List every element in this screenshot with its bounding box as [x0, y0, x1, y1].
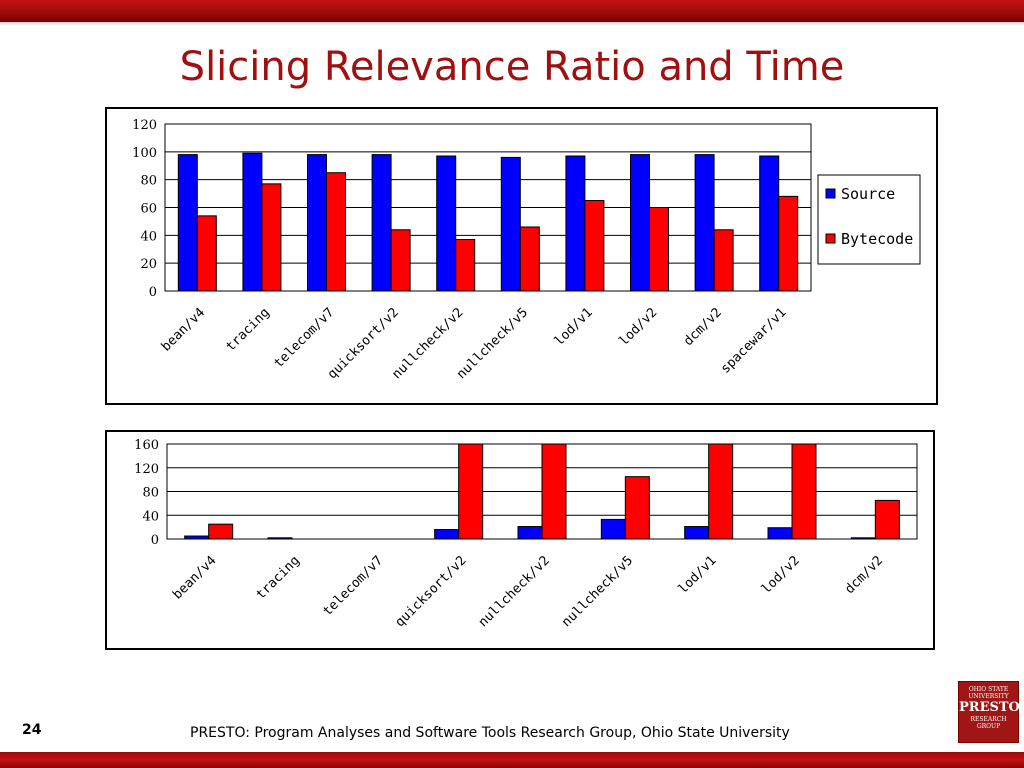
x-tick-label: lod/v2 [759, 553, 803, 597]
bytecode-bar [584, 200, 605, 292]
bytecode-bar [458, 443, 484, 540]
source-bar [694, 154, 715, 292]
source-bar [684, 526, 710, 540]
top-decorative-bar [0, 0, 1024, 26]
y-tick-label: 120 [134, 462, 159, 477]
bytecode-legend-swatch [825, 233, 836, 244]
bytecode-bar [390, 229, 411, 292]
x-tick-label: nullcheck/v5 [559, 553, 636, 630]
source-bar [500, 156, 521, 292]
source-bar [267, 537, 293, 540]
x-tick-label: telecom/v7 [320, 553, 386, 619]
y-tick-label: 80 [142, 486, 159, 501]
x-tick-label: nullcheck/v2 [476, 553, 553, 630]
y-tick-label: 40 [142, 509, 159, 524]
bytecode-bar [713, 229, 734, 292]
x-tick-label: bean/v4 [159, 305, 208, 354]
bytecode-bar [791, 443, 817, 540]
y-tick-label: 100 [132, 146, 157, 161]
source-bar [630, 154, 650, 292]
bytecode-bar [708, 443, 734, 540]
x-tick-label: lod/v1 [676, 553, 720, 597]
footer-text: PRESTO: Program Analyses and Software To… [190, 725, 790, 741]
bytecode-bar [649, 207, 669, 292]
bottom-decorative-bar [0, 752, 1024, 768]
logo-name: PRESTO [959, 700, 1020, 715]
x-tick-label: tracing [223, 305, 272, 354]
x-tick-label: spacewar/v1 [718, 305, 789, 376]
x-tick-label: dcm/v2 [681, 305, 725, 349]
bytecode-bar [455, 239, 476, 292]
x-tick-label: dcm/v2 [842, 553, 886, 597]
x-tick-label: tracing [253, 553, 302, 602]
logo-line1: OHIO STATE [968, 686, 1009, 693]
source-bar [759, 155, 780, 292]
x-tick-label: bean/v4 [170, 553, 219, 602]
source-bar [242, 152, 263, 292]
source-bar [850, 537, 876, 540]
logo-line3: RESEARCH [970, 716, 1007, 723]
x-tick-label: lod/v1 [552, 305, 596, 349]
slicing-time-chart-svg: 0 40 80 120 160 bean/v4 tracing telecom/v7 quick… [134, 438, 918, 630]
x-tick-label: quicksort/v2 [392, 553, 469, 630]
source-legend-swatch [825, 188, 836, 199]
y-tick-label: 40 [140, 229, 157, 244]
bytecode-bar [541, 443, 567, 540]
bytecode-bar [624, 476, 650, 540]
x-tick-label: lod/v2 [617, 305, 661, 349]
source-bar [600, 518, 626, 540]
y-tick-label: 80 [140, 174, 157, 189]
source-bar [177, 154, 198, 292]
source-bar [565, 155, 586, 292]
logo-line4: GROUP [976, 723, 1001, 730]
plot-area-border [164, 123, 812, 292]
x-tick-label: nullcheck/v5 [454, 305, 531, 382]
relevance-ratio-chart: 0 20 40 60 80 100 120 bean/v4 tracing telecom/v7 q… [105, 107, 938, 405]
source-bar [436, 155, 457, 292]
source-bar [371, 154, 392, 292]
bytecode-legend-label: Bytecode [841, 230, 913, 248]
source-bar [184, 535, 210, 540]
source-bar [307, 154, 327, 292]
y-tick-label: 0 [151, 533, 159, 548]
y-tick-label: 20 [140, 257, 157, 272]
bytecode-bar [519, 226, 540, 292]
y-tick-label: 160 [134, 438, 159, 453]
logo-line2: UNIVERSITY [968, 693, 1009, 700]
y-tick-label: 120 [132, 118, 157, 133]
page-number: 24 [22, 722, 42, 738]
bytecode-bar [196, 215, 217, 292]
bytecode-bar [261, 183, 282, 292]
presto-logo: OHIO STATE UNIVERSITY PRESTO RESEARCH GR… [958, 681, 1020, 743]
x-tick-label: telecom/v7 [271, 305, 337, 371]
bytecode-bar [326, 172, 346, 292]
source-bar [517, 526, 543, 540]
bytecode-bar [874, 499, 900, 540]
source-bar [767, 527, 793, 540]
slide-title: Slicing Relevance Ratio and Time [179, 44, 845, 90]
source-bar [434, 529, 460, 540]
y-tick-label: 0 [149, 285, 157, 300]
slicing-time-chart: 0 40 80 120 160 bean/v4 tracing telecom/v7 quick… [105, 430, 935, 650]
bytecode-bar [778, 195, 799, 292]
bytecode-bar [208, 523, 234, 540]
source-legend-label: Source [841, 185, 895, 203]
y-tick-label: 60 [140, 202, 157, 217]
